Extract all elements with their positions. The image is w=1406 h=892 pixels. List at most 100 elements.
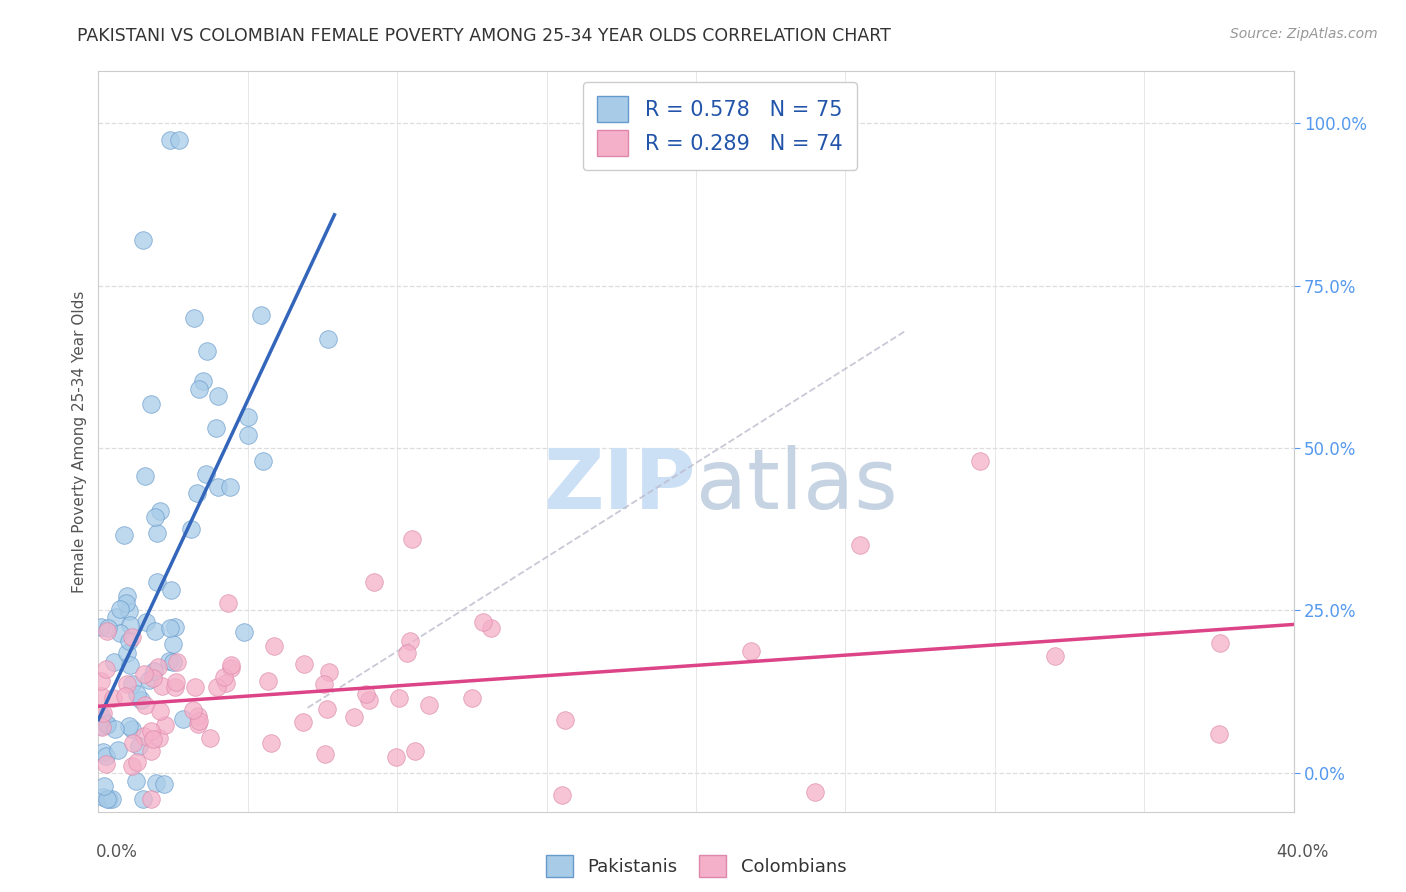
Point	[219, 661, 242, 675]
Point	[90, 690, 112, 704]
Point	[195, 467, 218, 481]
Point	[740, 644, 762, 658]
Point	[98, 791, 121, 805]
Point	[183, 311, 205, 326]
Point	[101, 791, 124, 805]
Point	[143, 624, 166, 638]
Point	[149, 704, 172, 718]
Point	[186, 485, 208, 500]
Point	[115, 646, 138, 660]
Point	[165, 674, 187, 689]
Point	[125, 773, 148, 788]
Point	[138, 673, 160, 688]
Point	[125, 687, 148, 701]
Point	[212, 670, 235, 684]
Point	[150, 679, 173, 693]
Point	[401, 532, 423, 546]
Point	[162, 637, 184, 651]
Point	[96, 791, 118, 805]
Point	[90, 720, 112, 734]
Point	[107, 743, 129, 757]
Point	[163, 620, 186, 634]
Point	[159, 582, 181, 597]
Point	[388, 691, 411, 706]
Text: 40.0%: 40.0%	[1277, 843, 1329, 861]
Point	[142, 731, 165, 746]
Point	[97, 621, 120, 635]
Text: 0.0%: 0.0%	[96, 843, 138, 861]
Point	[188, 714, 211, 729]
Point	[135, 615, 157, 629]
Point	[145, 776, 167, 790]
Point	[112, 528, 135, 542]
Point	[132, 233, 155, 247]
Point	[93, 789, 115, 804]
Point	[215, 675, 238, 690]
Point	[205, 420, 228, 434]
Point	[153, 718, 176, 732]
Point	[316, 702, 339, 716]
Point	[153, 776, 176, 790]
Point	[134, 698, 156, 712]
Point	[188, 382, 211, 396]
Point	[118, 657, 141, 672]
Point	[554, 714, 576, 728]
Point	[263, 639, 285, 653]
Point	[149, 504, 172, 518]
Point	[207, 480, 229, 494]
Point	[205, 680, 228, 694]
Point	[217, 596, 239, 610]
Point	[121, 630, 143, 644]
Point	[108, 626, 131, 640]
Point	[118, 617, 141, 632]
Point	[166, 655, 188, 669]
Point	[96, 718, 118, 732]
Point	[249, 308, 271, 322]
Text: atlas: atlas	[696, 445, 897, 526]
Point	[146, 574, 169, 589]
Point	[159, 132, 181, 146]
Point	[94, 749, 117, 764]
Point	[849, 538, 872, 552]
Point	[312, 676, 335, 690]
Point	[363, 575, 385, 590]
Point	[115, 595, 138, 609]
Point	[404, 744, 426, 758]
Point	[357, 693, 380, 707]
Legend: Pakistanis, Colombians: Pakistanis, Colombians	[538, 847, 853, 884]
Point	[314, 747, 336, 761]
Point	[132, 791, 155, 805]
Point	[142, 665, 165, 679]
Point	[184, 681, 207, 695]
Point	[121, 759, 143, 773]
Point	[90, 719, 112, 733]
Point	[132, 667, 155, 681]
Point	[418, 698, 440, 712]
Point	[134, 468, 156, 483]
Y-axis label: Female Poverty Among 25-34 Year Olds: Female Poverty Among 25-34 Year Olds	[72, 291, 87, 592]
Point	[96, 717, 118, 731]
Point	[252, 454, 274, 468]
Text: ZIP: ZIP	[544, 445, 696, 526]
Point	[162, 655, 184, 669]
Point	[461, 690, 484, 705]
Point	[118, 634, 141, 648]
Point	[238, 409, 260, 424]
Point	[103, 655, 125, 669]
Text: PAKISTANI VS COLOMBIAN FEMALE POVERTY AMONG 25-34 YEAR OLDS CORRELATION CHART: PAKISTANI VS COLOMBIAN FEMALE POVERTY AM…	[77, 27, 891, 45]
Point	[233, 625, 256, 640]
Point	[148, 660, 170, 674]
Point	[256, 673, 278, 688]
Point	[139, 723, 162, 738]
Point	[129, 693, 152, 707]
Point	[90, 673, 112, 688]
Point	[148, 731, 170, 746]
Point	[139, 791, 162, 805]
Point	[142, 672, 165, 686]
Point	[343, 710, 366, 724]
Point	[550, 789, 572, 803]
Point	[172, 712, 194, 726]
Point	[180, 522, 202, 536]
Point	[159, 620, 181, 634]
Point	[471, 615, 494, 629]
